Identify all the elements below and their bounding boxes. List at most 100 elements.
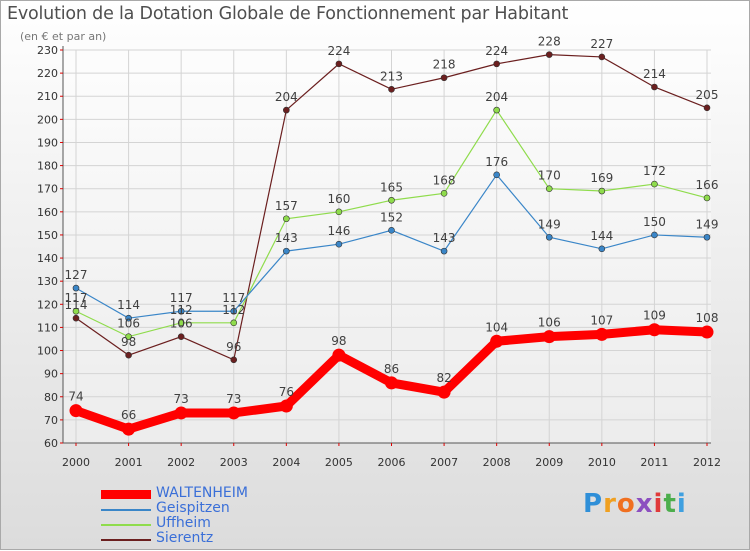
data-point-geispitzen [125,314,132,322]
data-point-waltenheim [700,325,714,339]
data-point-sierentz [545,51,553,58]
data-label-sierentz: 214 [643,67,666,81]
data-label-uffheim: 204 [485,90,508,104]
y-tick-label: 90 [44,368,58,381]
data-point-waltenheim [227,406,241,420]
x-tick-label: 2005 [325,456,353,469]
data-label-sierentz: 205 [696,88,719,102]
data-label-uffheim: 172 [643,164,666,178]
data-label-waltenheim: 109 [643,309,666,323]
data-point-uffheim [703,194,711,202]
data-label-sierentz: 114 [65,298,88,312]
data-label-geispitzen: 117 [222,291,245,305]
data-point-uffheim [72,307,80,315]
data-label-uffheim: 112 [222,303,245,317]
x-tick-label: 2007 [430,456,458,469]
logo-letter: t [663,489,677,519]
data-point-waltenheim [69,404,83,418]
y-tick-label: 100 [37,345,58,358]
data-point-sierentz [177,333,185,340]
data-point-uffheim [335,208,343,216]
legend-label-geispitzen: Geispitzen [156,500,230,516]
data-point-geispitzen [283,247,290,255]
y-tick-label: 150 [37,229,58,242]
y-tick-label: 60 [44,437,58,450]
data-label-sierentz: 224 [485,44,508,58]
data-point-sierentz [230,356,238,364]
data-point-sierentz [283,106,290,114]
y-tick-label: 110 [37,321,58,334]
y-tick-label: 140 [37,252,58,265]
data-label-waltenheim: 107 [590,313,613,327]
y-tick-label: 70 [44,414,58,427]
data-label-uffheim: 117 [65,291,88,305]
legend-label-sierentz: Sierentz [156,530,214,546]
data-label-waltenheim: 82 [436,371,451,385]
legend-swatch-waltenheim [101,490,151,499]
data-point-geispitzen [72,284,80,292]
data-point-uffheim [493,106,500,114]
legend-label-waltenheim: WALTENHEIM [156,485,248,501]
chart-title: Evolution de la Dotation Globale de Fonc… [7,4,569,24]
data-point-uffheim [177,319,185,327]
data-point-geispitzen [440,247,448,255]
data-label-waltenheim: 73 [174,392,189,406]
data-label-uffheim: 157 [275,199,298,213]
logo-letter: P [583,489,604,519]
data-point-uffheim [388,196,395,204]
proxiti-logo: Proxiti [583,489,687,519]
data-point-geispitzen [177,307,185,315]
data-point-sierentz [703,104,711,112]
legend-swatch-geispitzen [101,509,151,511]
data-label-sierentz: 204 [275,90,298,104]
data-point-geispitzen [651,231,658,239]
legend-label-uffheim: Uffheim [156,515,211,531]
data-label-uffheim: 166 [696,178,719,192]
x-tick-label: 2008 [483,456,511,469]
data-label-geispitzen: 143 [275,231,298,245]
data-label-waltenheim: 104 [485,320,508,334]
data-label-waltenheim: 73 [226,392,241,406]
data-point-geispitzen [388,227,395,234]
y-tick-label: 130 [37,275,58,288]
data-label-sierentz: 98 [121,335,136,349]
data-label-waltenheim: 66 [121,408,136,422]
x-tick-label: 2002 [167,456,195,469]
data-point-waltenheim [385,376,398,390]
x-tick-label: 2003 [220,456,248,469]
logo-letter: x [635,489,654,519]
data-label-waltenheim: 74 [68,390,83,404]
x-tick-label: 2000 [62,456,90,469]
data-point-uffheim [651,180,658,188]
data-point-waltenheim [647,323,661,337]
data-point-sierentz [72,314,80,322]
data-label-waltenheim: 106 [538,316,561,330]
y-tick-label: 210 [37,90,58,103]
data-label-uffheim: 106 [117,317,140,331]
data-point-waltenheim [122,422,136,436]
data-label-geispitzen: 117 [170,291,193,305]
data-point-sierentz [335,60,343,68]
data-point-uffheim [545,185,553,193]
data-point-waltenheim [490,334,504,348]
data-point-sierentz [493,60,500,68]
data-label-sierentz: 227 [590,37,613,51]
data-point-geispitzen [703,233,711,241]
x-tick-label: 2011 [640,456,668,469]
logo-letter: i [653,489,664,519]
logo-letter: i [676,489,687,519]
data-point-waltenheim [279,399,293,413]
data-point-geispitzen [335,240,343,248]
data-label-sierentz: 213 [380,69,403,83]
data-label-sierentz: 224 [327,44,350,58]
data-point-uffheim [125,333,132,340]
y-tick-label: 80 [44,391,58,404]
data-label-geispitzen: 176 [485,155,508,169]
y-tick-label: 220 [37,67,58,80]
x-tick-label: 2012 [693,456,721,469]
data-label-waltenheim: 108 [696,311,719,325]
chart-subtitle: (en € et par an) [20,30,107,43]
data-point-geispitzen [493,171,500,179]
y-tick-label: 120 [37,298,58,311]
